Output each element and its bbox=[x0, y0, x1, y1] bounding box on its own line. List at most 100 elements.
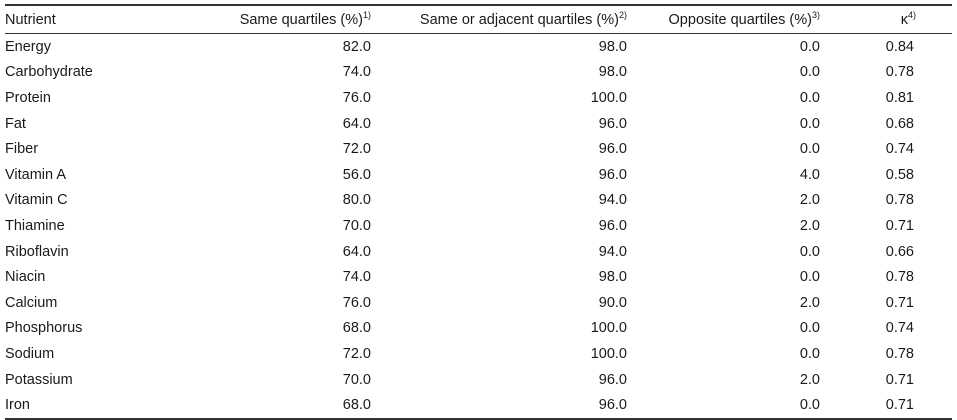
cell-nutrient: Potassium bbox=[5, 371, 73, 388]
cell-kappa: 0.71 bbox=[885, 217, 914, 234]
table-row: Phosphorus 68.0 100.0 0.0 0.74 bbox=[5, 316, 952, 342]
cell-kappa: 0.68 bbox=[885, 115, 914, 132]
header-nutrient: Nutrient bbox=[5, 5, 201, 34]
header-nutrient-label: Nutrient bbox=[5, 11, 56, 28]
cell-kappa: 0.84 bbox=[885, 38, 914, 55]
cell-adjacent-quartiles: 96.0 bbox=[598, 371, 627, 388]
table-body: Energy 82.0 98.0 0.0 0.84 Carbohydrate 74.0 98.… bbox=[5, 34, 952, 419]
cell-opposite-quartiles: 4.0 bbox=[799, 166, 820, 183]
cell-kappa: 0.81 bbox=[885, 89, 914, 106]
cell-adjacent-quartiles: 100.0 bbox=[590, 320, 627, 337]
table-row: Carbohydrate 74.0 98.0 0.0 0.78 bbox=[5, 60, 952, 86]
header-adjacent-quartiles: Same or adjacent quartiles (%)2) bbox=[379, 5, 635, 34]
cell-kappa: 0.71 bbox=[885, 371, 914, 388]
cell-adjacent-quartiles: 100.0 bbox=[590, 345, 627, 362]
cell-kappa: 0.78 bbox=[885, 192, 914, 209]
cell-nutrient: Thiamine bbox=[5, 217, 65, 234]
table-row: Fiber 72.0 96.0 0.0 0.74 bbox=[5, 136, 952, 162]
cell-kappa: 0.78 bbox=[885, 269, 914, 286]
table-row: Sodium 72.0 100.0 0.0 0.78 bbox=[5, 341, 952, 367]
cell-adjacent-quartiles: 100.0 bbox=[590, 89, 627, 106]
cell-kappa: 0.74 bbox=[885, 320, 914, 337]
cell-adjacent-quartiles: 94.0 bbox=[598, 192, 627, 209]
cell-opposite-quartiles: 0.0 bbox=[799, 243, 820, 260]
cell-nutrient: Protein bbox=[5, 89, 51, 106]
cell-same-quartiles: 76.0 bbox=[342, 294, 371, 311]
cell-opposite-quartiles: 0.0 bbox=[799, 89, 820, 106]
cell-kappa: 0.71 bbox=[885, 397, 914, 414]
cell-nutrient: Calcium bbox=[5, 294, 58, 311]
table-row: Niacin 74.0 98.0 0.0 0.78 bbox=[5, 264, 952, 290]
cell-kappa: 0.71 bbox=[885, 294, 914, 311]
cell-same-quartiles: 56.0 bbox=[342, 166, 371, 183]
header-same-quartiles: Same quartiles (%)1) bbox=[201, 5, 379, 34]
header-adjacent-label: Same or adjacent quartiles (%) bbox=[419, 11, 619, 28]
cell-same-quartiles: 72.0 bbox=[342, 141, 371, 158]
cell-opposite-quartiles: 2.0 bbox=[799, 371, 820, 388]
cell-opposite-quartiles: 2.0 bbox=[799, 294, 820, 311]
cell-nutrient: Vitamin C bbox=[5, 192, 68, 209]
cell-same-quartiles: 64.0 bbox=[342, 243, 371, 260]
table-row: Fat 64.0 96.0 0.0 0.68 bbox=[5, 111, 952, 137]
cell-nutrient: Fat bbox=[5, 115, 26, 132]
cell-nutrient: Fiber bbox=[5, 141, 39, 158]
quartile-agreement-table-container: Nutrient Same quartiles (%)1) Same or ad… bbox=[5, 4, 952, 420]
cell-kappa: 0.78 bbox=[885, 64, 914, 81]
table-row: Protein 76.0 100.0 0.0 0.81 bbox=[5, 85, 952, 111]
cell-opposite-quartiles: 0.0 bbox=[799, 345, 820, 362]
cell-kappa: 0.66 bbox=[885, 243, 914, 260]
table-row: Potassium 70.0 96.0 2.0 0.71 bbox=[5, 367, 952, 393]
header-row: Nutrient Same quartiles (%)1) Same or ad… bbox=[5, 5, 952, 34]
cell-opposite-quartiles: 0.0 bbox=[799, 64, 820, 81]
cell-same-quartiles: 72.0 bbox=[342, 345, 371, 362]
cell-same-quartiles: 74.0 bbox=[342, 64, 371, 81]
table-row: Vitamin A 56.0 96.0 4.0 0.58 bbox=[5, 162, 952, 188]
cell-opposite-quartiles: 2.0 bbox=[799, 217, 820, 234]
header-kappa-label: κ bbox=[900, 11, 908, 28]
table-header: Nutrient Same quartiles (%)1) Same or ad… bbox=[5, 5, 952, 34]
cell-same-quartiles: 70.0 bbox=[342, 371, 371, 388]
cell-nutrient: Riboflavin bbox=[5, 243, 69, 260]
cell-opposite-quartiles: 0.0 bbox=[799, 397, 820, 414]
cell-kappa: 0.58 bbox=[885, 166, 914, 183]
cell-nutrient: Carbohydrate bbox=[5, 64, 93, 81]
cell-same-quartiles: 68.0 bbox=[342, 320, 371, 337]
cell-same-quartiles: 68.0 bbox=[342, 397, 371, 414]
footnote-marker-2: 2) bbox=[618, 9, 627, 20]
cell-same-quartiles: 76.0 bbox=[342, 89, 371, 106]
cell-opposite-quartiles: 0.0 bbox=[799, 320, 820, 337]
cell-opposite-quartiles: 0.0 bbox=[799, 38, 820, 55]
cell-same-quartiles: 82.0 bbox=[342, 38, 371, 55]
header-opposite-label: Opposite quartiles (%) bbox=[668, 11, 812, 28]
cell-same-quartiles: 64.0 bbox=[342, 115, 371, 132]
footnote-marker-1: 1) bbox=[362, 9, 371, 20]
cell-adjacent-quartiles: 98.0 bbox=[598, 38, 627, 55]
cell-nutrient: Vitamin A bbox=[5, 166, 66, 183]
cell-adjacent-quartiles: 96.0 bbox=[598, 115, 627, 132]
cell-nutrient: Iron bbox=[5, 397, 30, 414]
cell-adjacent-quartiles: 96.0 bbox=[598, 217, 627, 234]
cell-opposite-quartiles: 0.0 bbox=[799, 269, 820, 286]
cell-adjacent-quartiles: 94.0 bbox=[598, 243, 627, 260]
cell-adjacent-quartiles: 98.0 bbox=[598, 64, 627, 81]
table-row: Iron 68.0 96.0 0.0 0.71 bbox=[5, 392, 952, 419]
cell-kappa: 0.78 bbox=[885, 345, 914, 362]
header-opposite-quartiles: Opposite quartiles (%)3) bbox=[635, 5, 828, 34]
cell-same-quartiles: 70.0 bbox=[342, 217, 371, 234]
table-row: Riboflavin 64.0 94.0 0.0 0.66 bbox=[5, 239, 952, 265]
cell-same-quartiles: 80.0 bbox=[342, 192, 371, 209]
header-same-label: Same quartiles (%) bbox=[239, 11, 363, 28]
cell-nutrient: Niacin bbox=[5, 269, 46, 286]
cell-adjacent-quartiles: 90.0 bbox=[598, 294, 627, 311]
cell-opposite-quartiles: 0.0 bbox=[799, 141, 820, 158]
cell-nutrient: Sodium bbox=[5, 345, 55, 362]
cell-adjacent-quartiles: 96.0 bbox=[598, 397, 627, 414]
footnote-marker-4: 4) bbox=[907, 9, 916, 20]
cell-adjacent-quartiles: 96.0 bbox=[598, 166, 627, 183]
cell-nutrient: Phosphorus bbox=[5, 320, 83, 337]
cell-nutrient: Energy bbox=[5, 38, 51, 55]
table-row: Thiamine 70.0 96.0 2.0 0.71 bbox=[5, 213, 952, 239]
quartile-agreement-table: Nutrient Same quartiles (%)1) Same or ad… bbox=[5, 4, 952, 420]
table-row: Energy 82.0 98.0 0.0 0.84 bbox=[5, 34, 952, 60]
cell-adjacent-quartiles: 96.0 bbox=[598, 141, 627, 158]
